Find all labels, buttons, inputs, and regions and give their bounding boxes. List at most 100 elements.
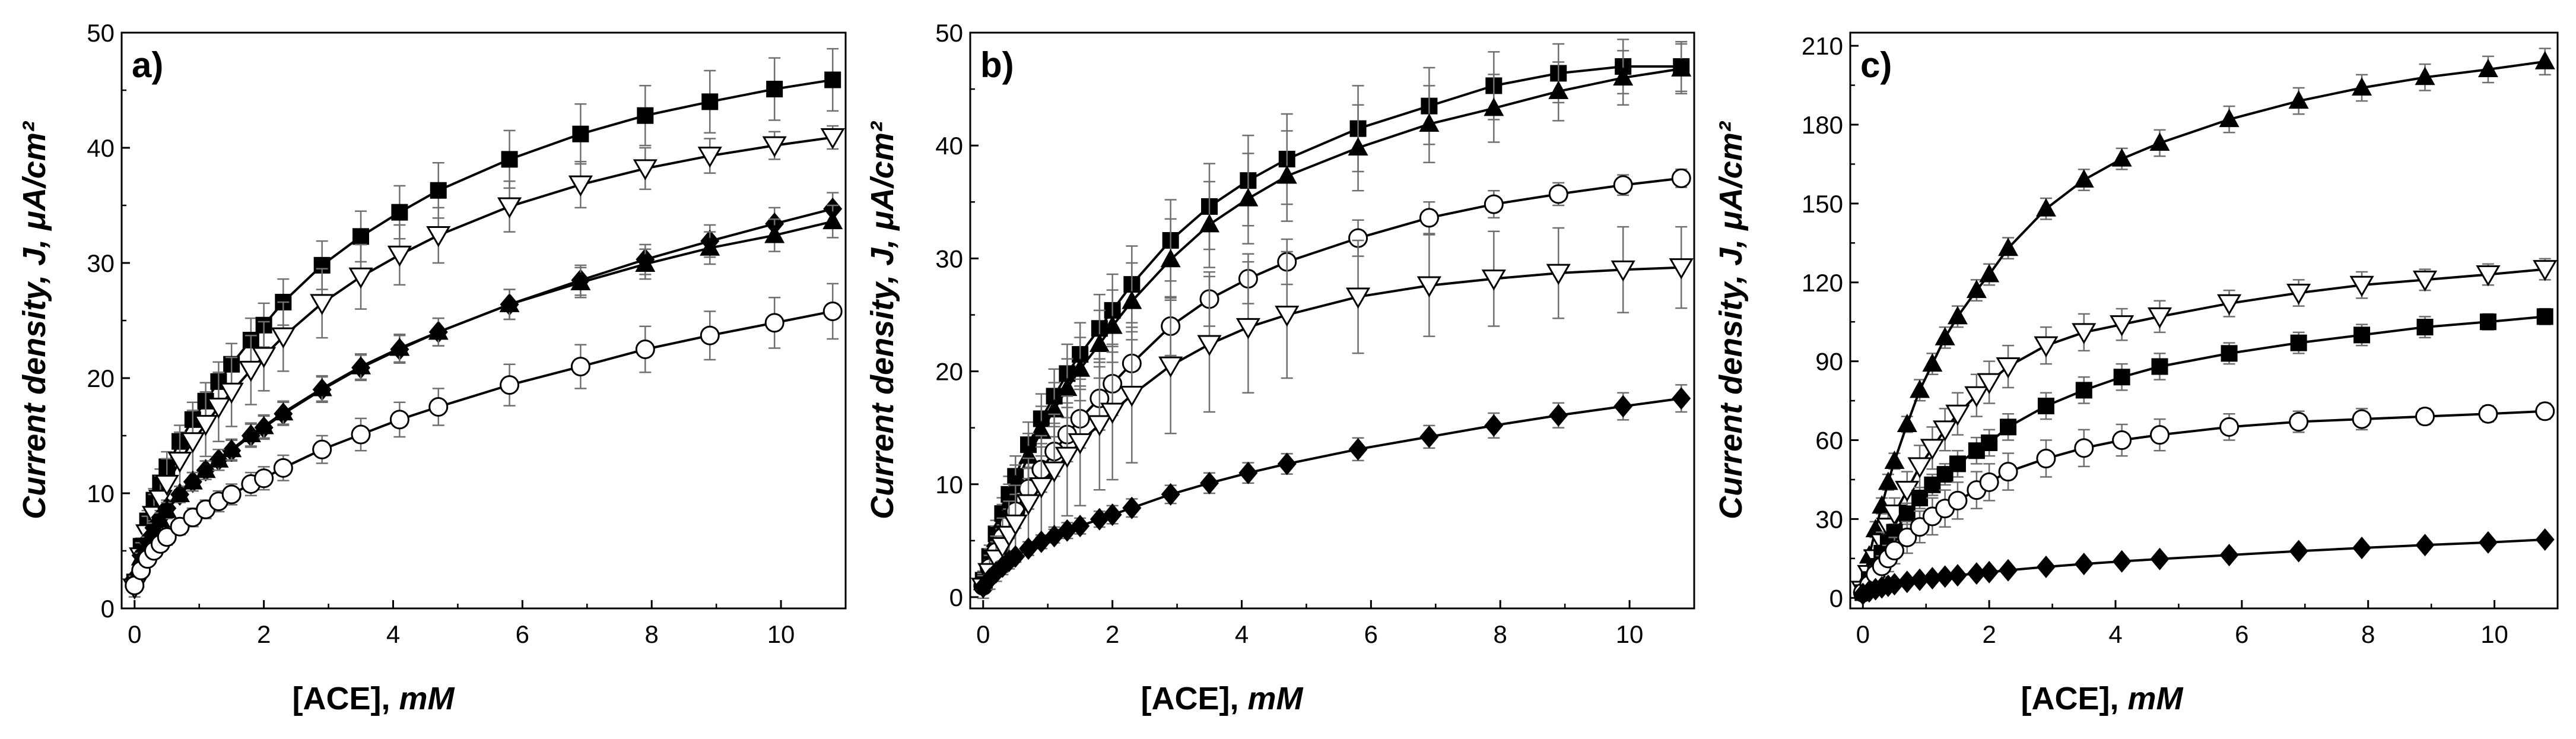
series [1853,47,2555,593]
y-tick-label: 120 [1802,269,1843,297]
data-point [2536,308,2553,325]
data-point [2149,132,2170,151]
series [974,39,1690,590]
data-point [1068,433,1092,455]
data-point [2349,275,2374,297]
data-point [697,147,722,168]
data-point [2416,319,2434,336]
data-point [501,151,518,168]
data-point [1935,565,1955,588]
x-tick-label: 2 [1982,620,1996,648]
data-point [1070,358,1091,377]
y-tick-label: 20 [87,364,115,392]
panel-label: a) [132,45,163,85]
data-point [167,452,192,473]
series-line [982,67,1682,583]
data-point [635,340,655,359]
data-point [2000,418,2017,436]
y-tick-label: 150 [1802,190,1843,218]
panel-b: b) [ACE], mM Current density, J, μA/cm² … [865,19,1695,716]
x-tick-label: 6 [1364,620,1378,648]
data-point [570,271,591,290]
data-point [221,439,242,458]
data-point [2352,409,2372,429]
data-point [2415,407,2435,427]
data-point [428,321,449,340]
x-tick-label: 0 [976,620,990,648]
data-point [1935,326,1955,345]
data-point [2221,345,2238,362]
series [973,43,1692,592]
data-point [273,458,293,478]
data-point [2415,66,2435,85]
data-point [1484,97,1504,116]
data-point [1419,208,1439,228]
data-point [391,204,408,221]
data-point [1907,457,1932,478]
data-point [2290,334,2307,351]
data-point [2288,90,2309,109]
data-point [1018,445,1039,464]
data-point [2075,382,2092,399]
data-point [764,224,785,243]
data-point [157,500,177,519]
y-tick-label: 210 [1802,32,1843,60]
data-point [2352,77,2372,96]
data-point [2412,270,2438,292]
x-tick-label: 2 [1106,620,1119,648]
series-line [982,65,1682,581]
y-tick-label: 0 [949,583,963,611]
data-point [1613,395,1633,418]
data-point [1200,471,1219,494]
data-point [2289,412,2309,432]
data-point [157,527,177,547]
data-point [2535,401,2555,421]
data-point [1089,333,1110,352]
x-tick-label: 4 [2108,620,2122,648]
data-point [1671,58,1692,77]
series-line [133,220,833,581]
y-tick-label: 40 [87,134,115,162]
data-point [2219,417,2240,437]
data-point [426,226,451,248]
series [971,226,1694,600]
x-tick-label: 6 [2235,620,2248,648]
data-point [2219,544,2239,567]
data-point [2479,313,2496,331]
y-tick-label: 20 [935,358,963,386]
data-point [1419,113,1440,132]
data-point [430,182,447,199]
data-point [2150,425,2170,445]
data-point [428,397,449,417]
data-point [2072,323,2097,344]
data-point [2286,283,2311,305]
x-tick-label: 0 [128,620,141,648]
data-point [1920,439,1945,460]
data-point [1087,415,1112,436]
x-tick-label: 8 [2361,620,2375,648]
data-point [180,432,205,453]
data-point [2035,198,2056,217]
data-point [1980,560,1999,583]
data-point [2036,449,2056,469]
data-point [1933,420,1958,442]
y-tick-label: 0 [1829,584,1843,612]
x-tick-label: 10 [1616,620,1644,648]
data-point [1345,287,1371,309]
y-tick-label: 0 [101,595,115,623]
y-tick-label: 10 [935,471,963,499]
data-point [1003,514,1028,536]
series [1853,401,2555,602]
data-point [389,337,410,356]
data-point [1102,315,1123,334]
data-point [195,459,216,478]
data-point [1197,335,1222,356]
data-point [1122,290,1142,309]
data-point [1878,471,1898,490]
data-point [1031,420,1052,439]
data-point [2476,265,2501,287]
data-point [1884,450,1905,469]
data-point [1910,517,1930,537]
data-point [1044,399,1065,418]
